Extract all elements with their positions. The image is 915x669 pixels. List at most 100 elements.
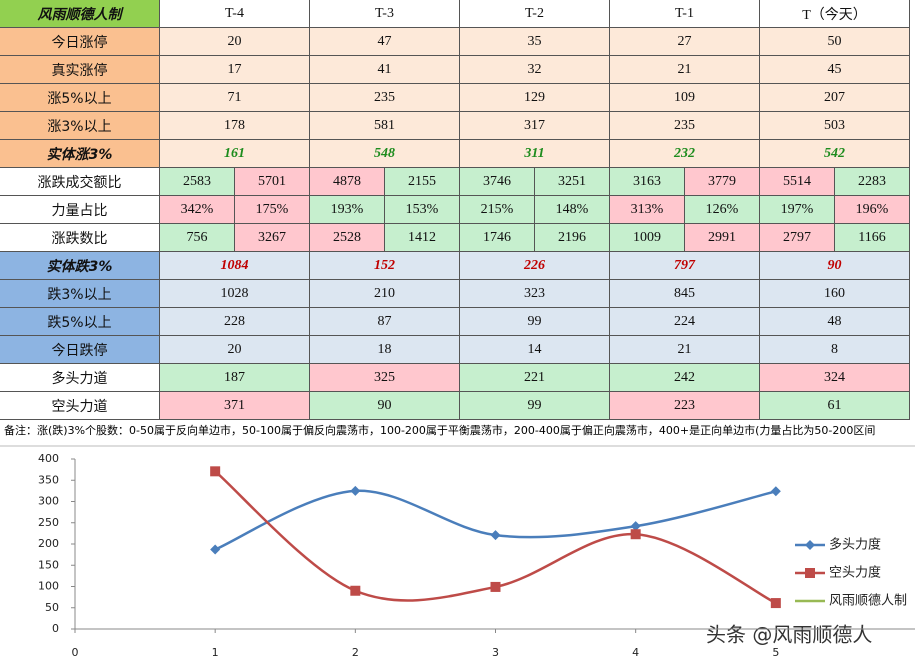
cell: 317 — [460, 112, 610, 140]
cell: 50 — [760, 28, 910, 56]
y-tick-label: 100 — [38, 580, 59, 593]
cell: 196% — [835, 196, 910, 224]
cell: 41 — [310, 56, 460, 84]
cell: 197% — [760, 196, 835, 224]
y-tick-label: 300 — [38, 495, 59, 508]
row-label: 跌5%以上 — [0, 308, 160, 336]
cell: 1028 — [160, 280, 310, 308]
cell: 35 — [460, 28, 610, 56]
cell: 342% — [160, 196, 235, 224]
header-cell: T-1 — [610, 0, 760, 28]
data-point — [210, 466, 221, 477]
cell: 3746 — [460, 168, 535, 196]
cell: 61 — [760, 392, 910, 420]
cell: 5514 — [760, 168, 835, 196]
cell: 1412 — [385, 224, 460, 252]
cell: 313% — [610, 196, 685, 224]
cell: 17 — [160, 56, 310, 84]
cell: 503 — [760, 112, 910, 140]
cell: 1166 — [835, 224, 910, 252]
cell: 542 — [760, 140, 910, 168]
y-tick-label: 50 — [45, 601, 59, 614]
row-label: 力量占比 — [0, 196, 160, 224]
cell: 324 — [760, 364, 910, 392]
x-tick-label: 4 — [632, 646, 639, 659]
cell: 311 — [460, 140, 610, 168]
cell: 152 — [310, 252, 460, 280]
cell: 48 — [760, 308, 910, 336]
cell: 87 — [310, 308, 460, 336]
cell: 325 — [310, 364, 460, 392]
cell: 175% — [235, 196, 310, 224]
cell: 14 — [460, 336, 610, 364]
legend-label: 多头力度 — [829, 537, 881, 553]
data-point — [770, 486, 781, 497]
header-cell: T-3 — [310, 0, 460, 28]
cell: 160 — [760, 280, 910, 308]
cell: 215% — [460, 196, 535, 224]
y-tick-label: 350 — [38, 473, 59, 486]
cell: 226 — [460, 252, 610, 280]
series-line — [214, 470, 777, 605]
data-point — [770, 598, 781, 609]
cell: 90 — [760, 252, 910, 280]
data-point — [350, 585, 361, 596]
cell: 2155 — [385, 168, 460, 196]
cell: 32 — [460, 56, 610, 84]
cell: 2991 — [685, 224, 760, 252]
row-label: 多头力道 — [0, 364, 160, 392]
legend-marker — [805, 540, 815, 550]
row-label: 真实涨停 — [0, 56, 160, 84]
row-label: 空头力道 — [0, 392, 160, 420]
cell: 235 — [610, 112, 760, 140]
cell: 210 — [310, 280, 460, 308]
cell: 756 — [160, 224, 235, 252]
series-line — [214, 489, 777, 551]
cell: 99 — [460, 392, 610, 420]
cell: 3267 — [235, 224, 310, 252]
cell: 3779 — [685, 168, 760, 196]
cell: 109 — [610, 84, 760, 112]
cell: 20 — [160, 28, 310, 56]
cell: 2583 — [160, 168, 235, 196]
cell: 224 — [610, 308, 760, 336]
cell: 235 — [310, 84, 460, 112]
y-tick-label: 0 — [52, 622, 59, 635]
cell: 71 — [160, 84, 310, 112]
cell: 797 — [610, 252, 760, 280]
cell: 242 — [610, 364, 760, 392]
cell: 187 — [160, 364, 310, 392]
y-tick-label: 150 — [38, 558, 59, 571]
row-label: 涨3%以上 — [0, 112, 160, 140]
data-point — [210, 544, 221, 555]
cell: 1084 — [160, 252, 310, 280]
row-label: 跌3%以上 — [0, 280, 160, 308]
cell: 8 — [760, 336, 910, 364]
cell: 2283 — [835, 168, 910, 196]
cell: 2196 — [535, 224, 610, 252]
cell: 207 — [760, 84, 910, 112]
x-tick-label: 2 — [352, 646, 359, 659]
cell: 47 — [310, 28, 460, 56]
cell: 4878 — [310, 168, 385, 196]
legend-label: 风雨顺德人制 — [829, 594, 907, 609]
header-cell: T-2 — [460, 0, 610, 28]
row-label: 今日涨停 — [0, 28, 160, 56]
y-tick-label: 250 — [38, 516, 59, 529]
cell: 2797 — [760, 224, 835, 252]
cell: 20 — [160, 336, 310, 364]
cell: 21 — [610, 56, 760, 84]
cell: 148% — [535, 196, 610, 224]
cell: 371 — [160, 392, 310, 420]
header-cell: T-4 — [160, 0, 310, 28]
cell: 90 — [310, 392, 460, 420]
cell: 161 — [160, 140, 310, 168]
cell: 126% — [685, 196, 760, 224]
note: 备注：涨(跌)3%个股数：0-50属于反向单边市，50-100属于偏反向震荡市，… — [4, 424, 876, 437]
data-point — [490, 530, 501, 541]
data-point — [630, 529, 641, 540]
x-tick-label: 3 — [492, 646, 499, 659]
cell: 178 — [160, 112, 310, 140]
cell: 21 — [610, 336, 760, 364]
